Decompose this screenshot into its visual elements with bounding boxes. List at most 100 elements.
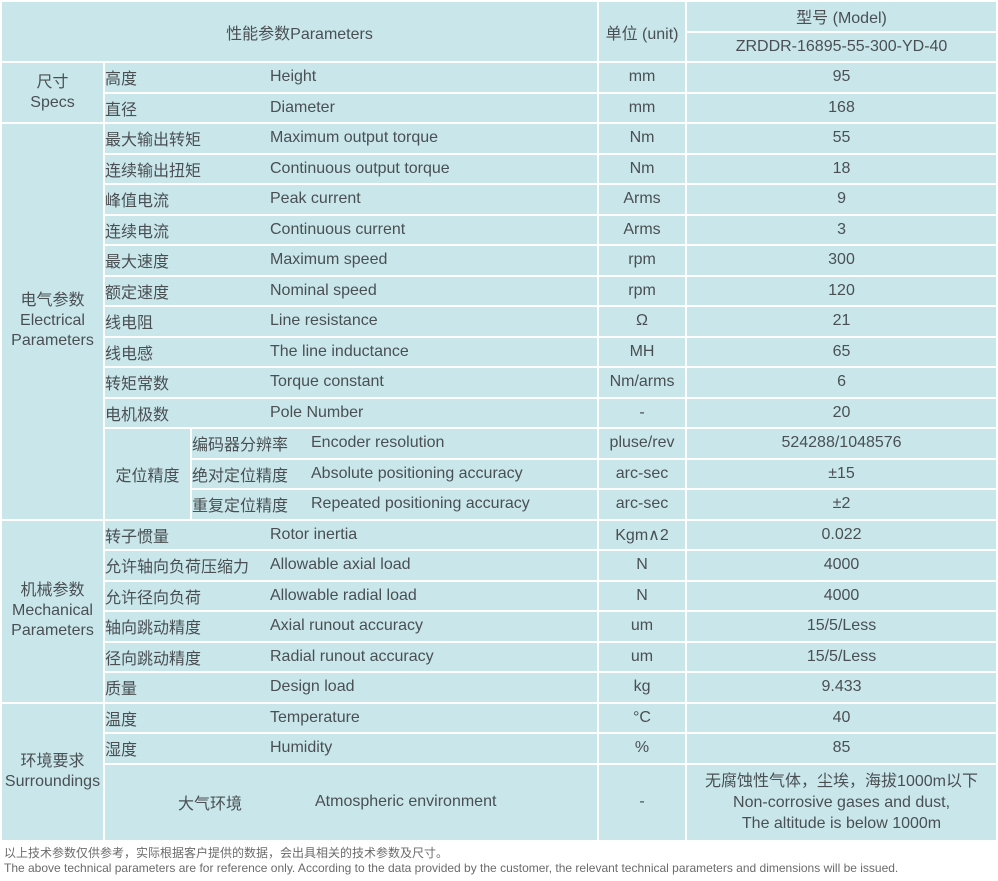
param-unit: Nm/arms (599, 368, 686, 397)
param-label: 允许轴向负荷压缩力 Allowable axial load (105, 551, 598, 580)
param-label: 直径 Diameter (105, 93, 598, 122)
param-label-en: Nominal speed (270, 281, 377, 299)
param-label: 湿度 Humidity (105, 734, 598, 763)
footnote-zh: 以上技术参数仅供参考，实际根据客户提供的数据，会出具相关的技术参数及尺寸。 (4, 845, 449, 860)
param-unit: rpm (599, 246, 686, 275)
param-label-zh: 线电阻 (105, 315, 154, 333)
model-number: ZRDDR-16895-55-300-YD-40 (687, 32, 997, 61)
param-label-zh: 转矩常数 (105, 376, 170, 394)
table-row: 定位精度 编码器分辨率 Encoder resolution pluse/rev … (2, 429, 997, 519)
param-label-zh: 重复定位精度 (192, 498, 289, 516)
param-label-en: Continuous current (270, 220, 406, 238)
param-value: 无腐蚀性气体，尘埃，海拔1000m以下 Non-corrosive gases … (687, 764, 997, 840)
parameters-header: 性能参数Parameters (2, 2, 598, 61)
param-unit: pluse/rev (599, 429, 686, 458)
param-unit: - (599, 398, 686, 427)
param-value: 4000 (687, 551, 997, 580)
param-label-en: Temperature (270, 708, 360, 726)
param-unit: - (599, 764, 686, 840)
param-label-zh: 允许轴向负荷压缩力 (105, 559, 250, 577)
param-label-en: Radial runout accuracy (270, 647, 434, 665)
param-label-en: Continuous output torque (270, 159, 450, 177)
param-label-en: Torque constant (270, 373, 384, 391)
footnote-en: The above technical parameters are for r… (4, 860, 899, 875)
param-label-en: Diameter (270, 98, 335, 116)
param-unit: N (599, 551, 686, 580)
param-value: 9.433 (687, 673, 997, 702)
param-unit: °C (599, 703, 686, 732)
param-label: 转矩常数 Torque constant (105, 368, 598, 397)
param-value: 85 (687, 734, 997, 763)
table-row: 轴向跳动精度 Axial runout accuracy um 15/5/Less (2, 612, 997, 641)
param-label-zh: 绝对定位精度 (192, 467, 289, 485)
table-row: 线电阻 Line resistance Ω 21 (2, 307, 997, 336)
param-unit: Nm (599, 124, 686, 153)
param-label-zh: 温度 (105, 711, 138, 729)
header-row: 性能参数Parameters 单位 (unit) 型号 (Model) (2, 2, 997, 61)
table-row: 大气环境 Atmospheric environment - 无腐蚀性气体，尘埃，… (2, 764, 997, 840)
param-label: 转子惯量 Rotor inertia (105, 520, 598, 549)
param-value: 21 (687, 307, 997, 336)
table-row: 尺寸 Specs 高度 Height mm 95 (2, 63, 997, 122)
param-label-en: Encoder resolution (311, 434, 445, 452)
param-unit: Arms (599, 215, 686, 244)
param-label: 绝对定位精度 Absolute positioning accuracy (192, 459, 598, 488)
param-value: 300 (687, 246, 997, 275)
param-label: 重复定位精度 Repeated positioning accuracy (192, 490, 598, 519)
param-label-zh: 线电感 (105, 345, 154, 363)
param-unit: N (599, 581, 686, 610)
param-value: 9 (687, 185, 997, 214)
table-row: 最大速度 Maximum speed rpm 300 (2, 246, 997, 275)
model-row: ZRDDR-16895-55-300-YD-40 (2, 32, 997, 61)
param-label-zh: 轴向跳动精度 (105, 620, 202, 638)
param-label-zh: 电机极数 (105, 406, 170, 424)
param-label-en: Rotor inertia (270, 525, 358, 543)
table-row: 连续输出扭矩 Continuous output torque Nm 18 (2, 154, 997, 183)
positioning-group-label: 定位精度 (105, 429, 190, 519)
param-label-zh: 连续输出扭矩 (105, 162, 202, 180)
param-unit: Arms (599, 185, 686, 214)
param-label-en: Allowable axial load (270, 556, 411, 574)
param-label-zh: 径向跳动精度 (105, 650, 202, 668)
param-value: 4000 (687, 581, 997, 610)
table-row: 转矩常数 Torque constant Nm/arms 6 (2, 368, 997, 397)
param-label-zh: 允许径向负荷 (105, 589, 202, 607)
table-row: 绝对定位精度 Absolute positioning accuracy arc-… (2, 459, 997, 488)
param-unit: rpm (599, 276, 686, 305)
param-label-en: The line inductance (270, 342, 409, 360)
param-label-en: Atmospheric environment (315, 793, 497, 811)
section-surroundings: 环境要求 Surroundings (2, 703, 103, 840)
param-label-en: Height (270, 68, 317, 86)
param-label: 最大输出转矩 Maximum output torque (105, 124, 598, 153)
table-row: 允许轴向负荷压缩力 Allowable axial load N 4000 (2, 551, 997, 580)
param-value: 20 (687, 398, 997, 427)
section-mechanical: 机械参数 Mechanical Parameters (2, 520, 103, 702)
param-unit: mm (599, 63, 686, 92)
param-label-en: Repeated positioning accuracy (311, 495, 530, 513)
param-value: 95 (687, 63, 997, 92)
param-label-en: Pole Number (270, 403, 364, 421)
table-row: 机械参数 Mechanical Parameters 转子惯量 Rotor ine… (2, 520, 997, 702)
param-label: 大气环境 Atmospheric environment (105, 764, 598, 840)
param-label: 峰值电流 Peak current (105, 185, 598, 214)
param-label-zh: 湿度 (105, 742, 138, 760)
param-value: ±2 (687, 490, 997, 519)
param-unit: Kgm∧2 (599, 520, 686, 549)
param-label-en: Peak current (270, 190, 361, 208)
param-value: 65 (687, 337, 997, 366)
param-label-en: Absolute positioning accuracy (311, 464, 523, 482)
table-row: 线电感 The line inductance MH 65 (2, 337, 997, 366)
param-unit: um (599, 642, 686, 671)
param-label: 线电阻 Line resistance (105, 307, 598, 336)
table-row: 直径 Diameter mm 168 (2, 93, 997, 122)
param-unit: arc-sec (599, 490, 686, 519)
param-label-zh: 质量 (105, 681, 138, 699)
spec-table: 性能参数Parameters 单位 (unit) 型号 (Model) ZRDD… (2, 2, 997, 840)
model-header: 型号 (Model) (687, 2, 997, 31)
table-row: 允许径向负荷 Allowable radial load N 4000 (2, 581, 997, 610)
param-label-en: Line resistance (270, 312, 378, 330)
param-label: 连续输出扭矩 Continuous output torque (105, 154, 598, 183)
section-specs: 尺寸 Specs (2, 63, 103, 122)
param-value: 40 (687, 703, 997, 732)
param-value: 3 (687, 215, 997, 244)
